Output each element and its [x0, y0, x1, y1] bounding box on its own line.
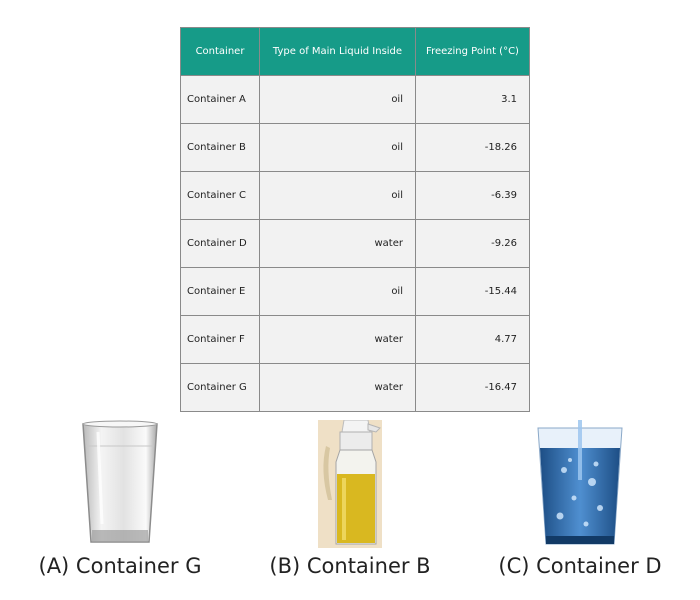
option-caption: (B) Container B [269, 554, 431, 578]
cell-container: Container A [180, 75, 260, 124]
cell-liquid-type: oil [259, 267, 416, 316]
empty-glass-icon [82, 420, 158, 543]
freezing-point-table: Container Type of Main Liquid Inside Fre… [180, 27, 530, 412]
table-row: Container E oil -15.44 [180, 267, 530, 316]
cell-freezing-point: -9.26 [415, 219, 530, 268]
table-row: Container G water -16.47 [180, 363, 530, 412]
option-c[interactable]: (C) Container D [480, 420, 680, 578]
cell-container: Container G [180, 363, 260, 412]
cell-freezing-point: -6.39 [415, 171, 530, 220]
table-header-row: Container Type of Main Liquid Inside Fre… [180, 27, 530, 76]
option-b[interactable]: (B) Container B [250, 420, 450, 578]
header-freezing-point: Freezing Point (°C) [415, 27, 530, 76]
table-row: Container C oil -6.39 [180, 171, 530, 220]
header-container: Container [180, 27, 260, 76]
cell-freezing-point: -16.47 [415, 363, 530, 412]
cell-container: Container D [180, 219, 260, 268]
cell-freezing-point: 4.77 [415, 315, 530, 364]
cell-container: Container C [180, 171, 260, 220]
cell-container: Container F [180, 315, 260, 364]
cell-freezing-point: -15.44 [415, 267, 530, 316]
cell-liquid-type: oil [259, 75, 416, 124]
cell-liquid-type: oil [259, 123, 416, 172]
cell-freezing-point: -18.26 [415, 123, 530, 172]
table-row: Container A oil 3.1 [180, 75, 530, 124]
cell-container: Container B [180, 123, 260, 172]
oil-bottle-icon [318, 420, 382, 548]
cell-liquid-type: water [259, 315, 416, 364]
option-caption: (A) Container G [38, 554, 202, 578]
table-row: Container F water 4.77 [180, 315, 530, 364]
cell-freezing-point: 3.1 [415, 75, 530, 124]
cell-liquid-type: oil [259, 171, 416, 220]
table-row: Container B oil -18.26 [180, 123, 530, 172]
option-a[interactable]: (A) Container G [20, 420, 220, 578]
header-liquid-type: Type of Main Liquid Inside [259, 27, 416, 76]
cell-liquid-type: water [259, 363, 416, 412]
option-caption: (C) Container D [498, 554, 662, 578]
water-glass-icon [537, 420, 623, 545]
cell-liquid-type: water [259, 219, 416, 268]
table-row: Container D water -9.26 [180, 219, 530, 268]
cell-container: Container E [180, 267, 260, 316]
